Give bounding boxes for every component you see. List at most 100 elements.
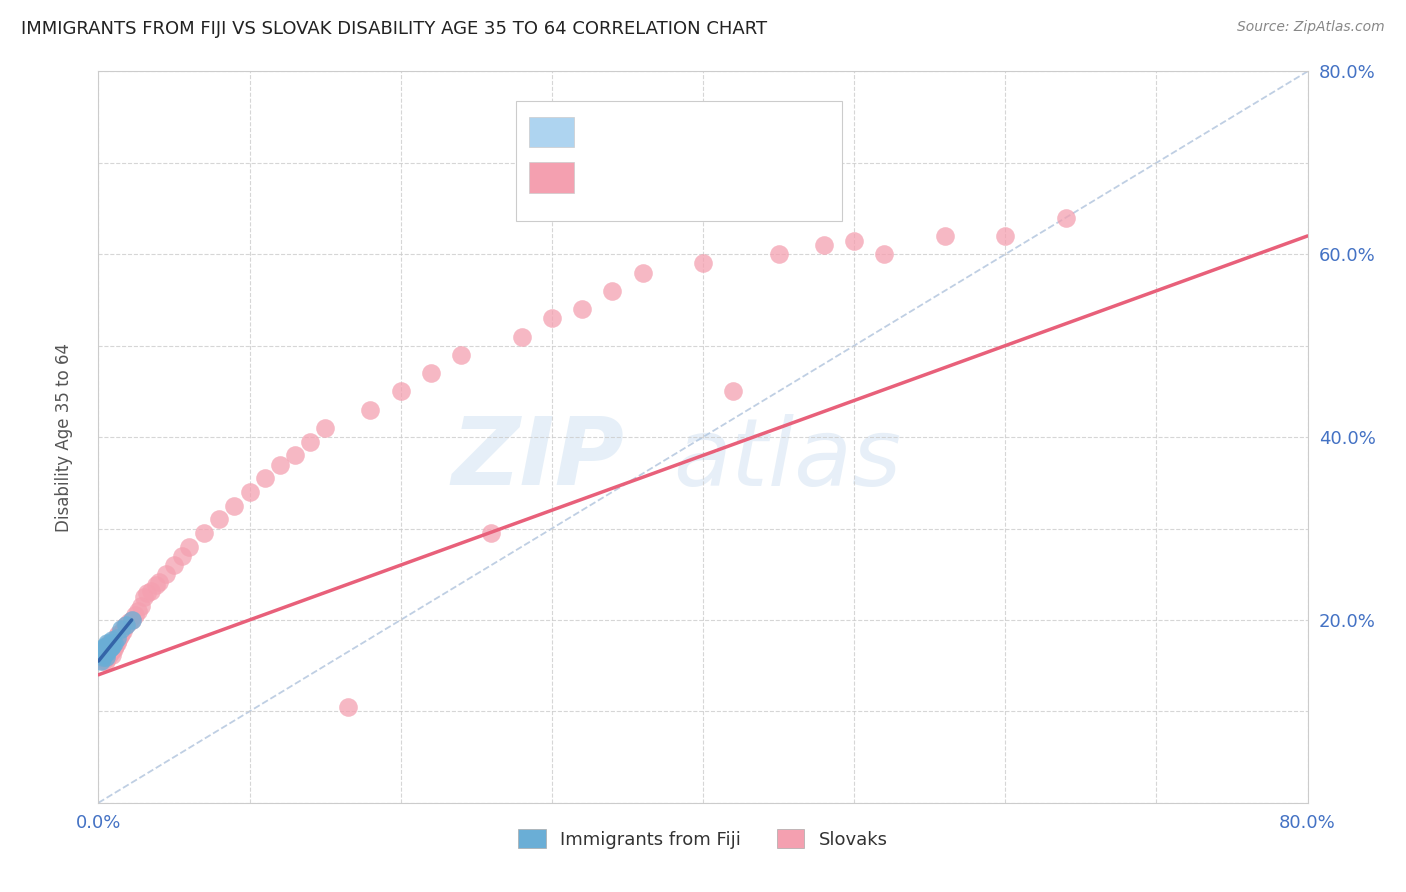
Point — [148, 574, 170, 589]
FancyBboxPatch shape — [529, 162, 574, 193]
Point — [239, 485, 262, 500]
Point — [96, 648, 118, 662]
Point — [124, 608, 146, 623]
Point — [100, 640, 122, 655]
Point — [994, 229, 1017, 244]
Text: N =: N = — [709, 122, 765, 142]
Point — [94, 645, 117, 659]
Point — [602, 284, 624, 298]
Point — [101, 636, 124, 650]
Point — [132, 590, 155, 604]
Point — [121, 613, 143, 627]
Point — [105, 636, 128, 650]
Point — [540, 311, 562, 326]
Text: 0.481: 0.481 — [643, 122, 699, 142]
Text: atlas: atlas — [673, 414, 901, 505]
Point — [179, 540, 201, 554]
Point — [114, 617, 136, 632]
Point — [96, 640, 118, 655]
Point — [103, 633, 125, 648]
Point — [105, 629, 128, 643]
Text: R =: R = — [586, 122, 628, 142]
Point — [91, 645, 114, 659]
Point — [94, 649, 117, 664]
Point — [98, 642, 121, 657]
Point — [111, 624, 134, 638]
Y-axis label: Disability Age 35 to 64: Disability Age 35 to 64 — [55, 343, 73, 532]
Point — [91, 648, 114, 662]
Point — [224, 499, 246, 513]
Point — [336, 699, 359, 714]
Point — [118, 615, 141, 629]
Point — [170, 549, 193, 563]
FancyBboxPatch shape — [529, 117, 574, 147]
Point — [934, 229, 956, 244]
Point — [129, 599, 152, 614]
Point — [299, 434, 322, 449]
Point — [141, 583, 163, 598]
Text: IMMIGRANTS FROM FIJI VS SLOVAK DISABILITY AGE 35 TO 64 CORRELATION CHART: IMMIGRANTS FROM FIJI VS SLOVAK DISABILIT… — [21, 20, 768, 37]
Point — [768, 247, 790, 261]
Text: 24: 24 — [782, 122, 807, 142]
Point — [93, 648, 115, 662]
Point — [108, 629, 131, 643]
Point — [107, 633, 129, 648]
Point — [145, 578, 167, 592]
Point — [510, 329, 533, 343]
Point — [163, 558, 186, 573]
Point — [90, 649, 112, 664]
Text: ZIP: ZIP — [451, 413, 624, 505]
Point — [96, 636, 118, 650]
Point — [723, 384, 745, 399]
Point — [127, 604, 149, 618]
Point — [253, 471, 276, 485]
Point — [103, 639, 125, 653]
Text: Source: ZipAtlas.com: Source: ZipAtlas.com — [1237, 20, 1385, 34]
Point — [844, 234, 866, 248]
Point — [107, 626, 129, 640]
Point — [692, 256, 714, 270]
Point — [96, 645, 118, 659]
Point — [94, 640, 117, 655]
Text: N =: N = — [709, 168, 765, 187]
Point — [91, 649, 114, 664]
FancyBboxPatch shape — [516, 101, 842, 221]
Point — [284, 448, 307, 462]
Point — [98, 642, 121, 657]
Text: 0.596: 0.596 — [643, 168, 699, 187]
Point — [101, 642, 124, 657]
Legend: Immigrants from Fiji, Slovaks: Immigrants from Fiji, Slovaks — [519, 830, 887, 848]
Point — [105, 632, 128, 646]
Point — [110, 626, 132, 640]
Point — [100, 645, 122, 659]
Point — [104, 639, 127, 653]
Point — [94, 642, 117, 657]
Point — [420, 366, 443, 380]
Point — [101, 639, 124, 653]
Point — [100, 636, 122, 650]
Point — [101, 648, 124, 662]
Point — [314, 421, 336, 435]
Point — [93, 642, 115, 657]
Point — [873, 247, 896, 261]
Point — [94, 654, 117, 668]
Point — [98, 636, 121, 650]
Point — [450, 348, 472, 362]
Point — [96, 639, 118, 653]
Point — [571, 301, 593, 317]
Point — [96, 651, 118, 665]
Point — [1054, 211, 1077, 225]
Point — [96, 642, 118, 657]
Point — [94, 639, 117, 653]
Point — [813, 238, 835, 252]
Point — [114, 617, 136, 632]
Point — [101, 633, 124, 648]
Point — [481, 526, 503, 541]
Point — [155, 567, 177, 582]
Point — [100, 636, 122, 650]
Point — [104, 633, 127, 648]
Point — [94, 645, 117, 659]
Point — [112, 620, 135, 634]
Point — [193, 526, 215, 541]
Point — [93, 640, 115, 655]
